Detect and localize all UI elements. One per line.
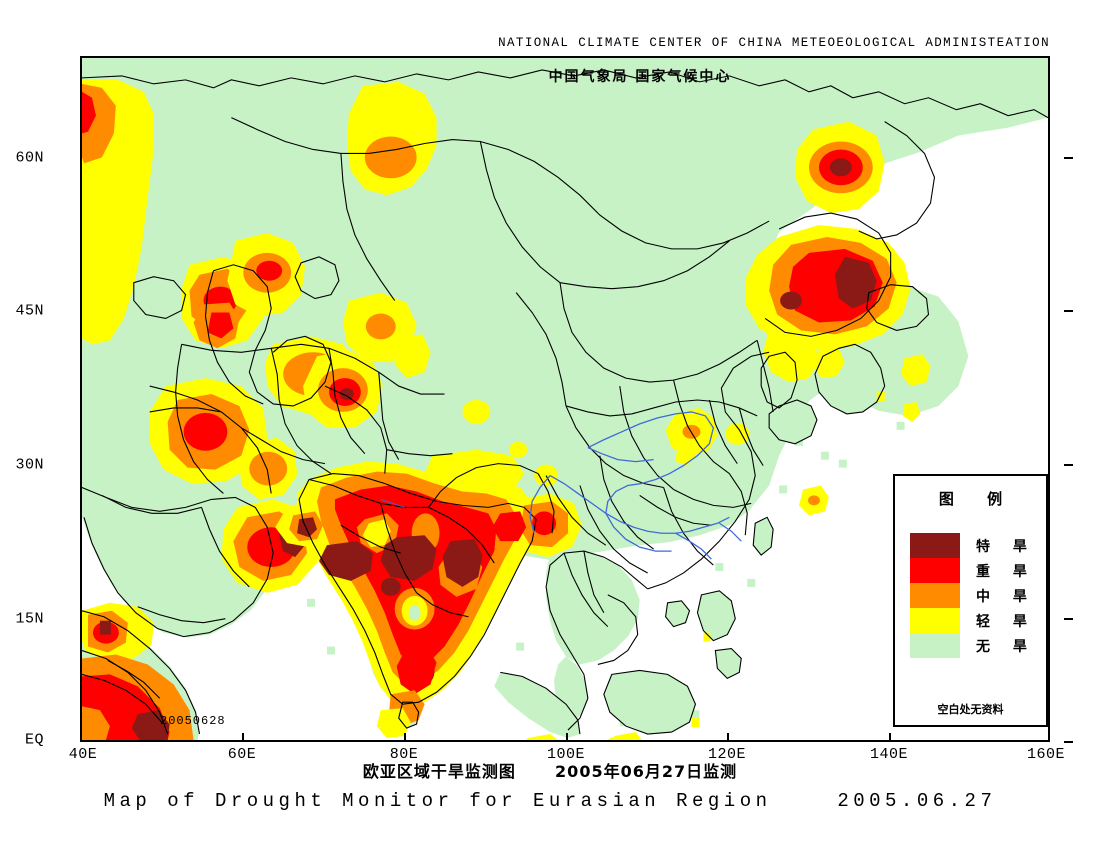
legend-swatch-none	[910, 633, 960, 658]
legend-swatch-extreme	[910, 533, 960, 558]
x-tick-140E: 140E	[869, 746, 909, 763]
legend-rows: 特 旱 重 旱 中 旱 轻 旱 无 旱	[895, 533, 1046, 658]
legend-label-extreme: 特 旱	[976, 538, 1036, 555]
legend-label-severe: 重 旱	[976, 563, 1036, 580]
x-tick-160E: 160E	[1026, 746, 1066, 763]
drought-region-central-siberia	[346, 81, 437, 196]
legend-label-none: 无 旱	[976, 638, 1036, 655]
x-tick-100E: 100E	[546, 746, 586, 763]
x-tick-mark-60E	[242, 733, 244, 742]
y-tick-60N: 60N	[15, 149, 44, 167]
org-name-chinese: 中国气象局 国家气候中心	[548, 69, 732, 85]
x-tick-mark-160E	[1048, 733, 1050, 742]
y-tick-mark-60N	[1064, 157, 1073, 159]
legend-swatch-moderate	[910, 583, 960, 608]
drought-region-northeast-asia	[745, 121, 911, 383]
drought-region-caspian-caucasus	[82, 232, 431, 661]
caption-chinese-date: 2005年06月27日监测	[555, 762, 738, 781]
map-canvas	[82, 58, 1048, 740]
x-tick-mark-140E	[889, 733, 891, 742]
drought-region-nw-russia	[82, 79, 154, 345]
x-tick-mark-120E	[727, 733, 729, 742]
x-tick-80E: 80E	[389, 746, 419, 763]
caption-chinese-title: 欧亚区域干旱监测图	[362, 762, 516, 781]
y-tick-mark-EQ	[1064, 741, 1073, 743]
map-frame: 中国气象局 国家气候中心 20050628	[80, 56, 1050, 742]
legend-row-extreme: 特 旱	[910, 533, 1046, 558]
y-tick-EQ: EQ	[24, 731, 44, 749]
y-tick-mark-15N	[1064, 618, 1073, 620]
drought-region-india	[275, 449, 582, 739]
x-tick-mark-100E	[566, 733, 568, 742]
legend-label-moderate: 中 旱	[976, 588, 1036, 605]
drought-region-tibet-cells	[462, 399, 559, 487]
x-tick-mark-40E	[80, 733, 82, 742]
caption-english: Map of Drought Monitor for Eurasian Regi…	[0, 790, 1100, 812]
y-tick-mark-30N	[1064, 464, 1073, 466]
legend-row-severe: 重 旱	[910, 558, 1046, 583]
y-tick-mark-45N	[1064, 310, 1073, 312]
legend-row-light: 轻 旱	[910, 608, 1046, 633]
caption-english-date: 2005.06.27	[837, 790, 997, 812]
legend-row-moderate: 中 旱	[910, 583, 1046, 608]
coastlines-and-borders	[82, 69, 1048, 735]
x-tick-mark-80E	[404, 733, 406, 742]
drought-region-sea-cells	[526, 732, 642, 740]
y-tick-15N: 15N	[15, 610, 44, 628]
caption-english-title: Map of Drought Monitor for Eurasian Regi…	[103, 790, 772, 812]
org-name-english: NATIONAL CLIMATE CENTER OF CHINA METEOEO…	[498, 36, 1050, 50]
x-tick-60E: 60E	[227, 746, 257, 763]
legend-title: 图 例	[938, 490, 1017, 508]
drought-map-svg	[82, 58, 1048, 740]
drought-region-horn-of-africa	[82, 654, 194, 740]
generation-datestamp: 20050628	[160, 714, 226, 728]
rivers-secondary	[380, 498, 405, 508]
x-tick-40E: 40E	[68, 746, 98, 763]
legend-row-none: 无 旱	[910, 633, 1046, 658]
legend-note-no-data: 空白处无资料	[937, 703, 1004, 716]
legend-swatch-light	[910, 608, 960, 633]
legend-swatch-severe	[910, 558, 960, 583]
caption-chinese: 欧亚区域干旱监测图 2005年06月27日监测	[0, 758, 1100, 782]
legend-box: 图 例 特 旱 重 旱 中 旱 轻 旱 无 旱 空白处无资料	[893, 474, 1048, 727]
y-tick-30N: 30N	[15, 456, 44, 474]
y-tick-45N: 45N	[15, 302, 44, 320]
legend-label-light: 轻 旱	[976, 613, 1036, 630]
x-tick-120E: 120E	[707, 746, 747, 763]
rivers	[529, 411, 742, 560]
